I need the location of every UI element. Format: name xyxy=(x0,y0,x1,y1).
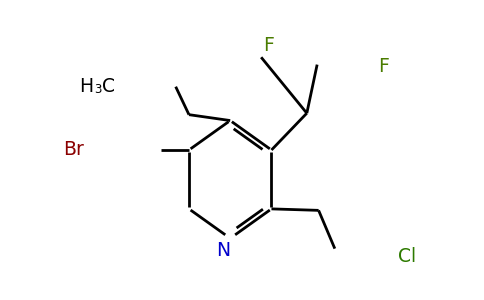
Text: N: N xyxy=(216,241,230,260)
Text: C: C xyxy=(103,77,116,96)
Text: Br: Br xyxy=(63,140,84,160)
Text: H: H xyxy=(79,77,93,96)
Text: 3: 3 xyxy=(94,83,101,96)
Text: Cl: Cl xyxy=(398,247,416,266)
Text: F: F xyxy=(378,57,389,76)
Text: F: F xyxy=(263,36,274,55)
